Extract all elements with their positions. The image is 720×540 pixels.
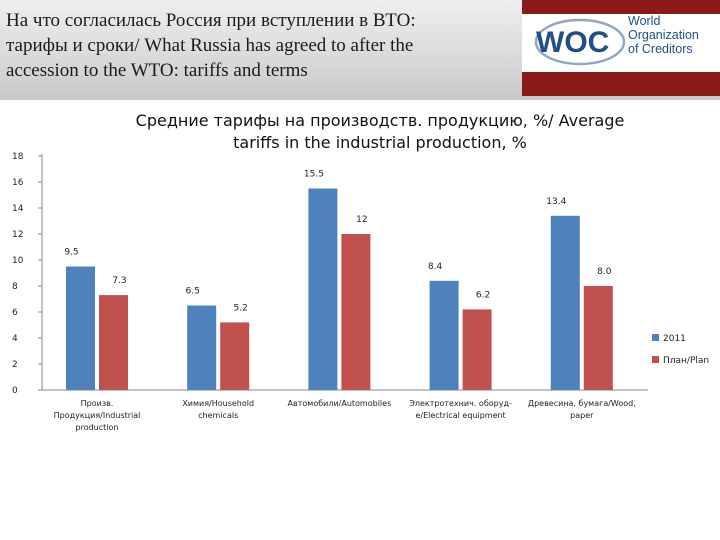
bar xyxy=(583,286,613,390)
bar xyxy=(220,322,250,390)
logo-wordmark-line: of Creditors xyxy=(628,42,693,56)
x-tick-label: Произв. xyxy=(81,399,114,408)
data-label: 15.5 xyxy=(304,170,324,180)
chart-title: Средние тарифы на производств. продукцию… xyxy=(60,110,700,154)
y-tick-label: 18 xyxy=(12,152,24,162)
y-tick-label: 12 xyxy=(12,230,23,240)
logo-mark-text: WOC xyxy=(536,26,609,59)
legend-swatch xyxy=(652,334,659,341)
y-tick-label: 2 xyxy=(12,360,18,370)
bar xyxy=(462,309,492,390)
x-tick-label: Древесина, бумага/Wood, xyxy=(528,399,636,408)
logo-wordmark-line: World xyxy=(628,14,661,28)
legend-label: 2011 xyxy=(663,334,686,344)
legend-label: План/Plan xyxy=(663,356,709,366)
x-tick-label: paper xyxy=(570,411,594,420)
data-label: 8.0 xyxy=(597,267,612,277)
bar xyxy=(429,280,459,390)
logo-wordmark: World Organization of Creditors xyxy=(628,14,720,56)
bar xyxy=(66,266,95,390)
data-label: 8.4 xyxy=(428,262,443,272)
bar xyxy=(341,234,371,390)
logo-bottom-bar xyxy=(522,72,720,96)
data-label: 9.5 xyxy=(64,248,78,258)
y-tick-label: 16 xyxy=(12,178,24,188)
bar xyxy=(550,215,580,390)
slide-title-line: тарифы и сроки/ What Russia has agreed t… xyxy=(6,35,414,56)
y-tick-label: 0 xyxy=(12,386,18,396)
x-tick-label: Электротехнич. оборуд- xyxy=(409,399,512,408)
logo-wordmark-line: Organization xyxy=(628,28,699,42)
slide-title: На что согласилась Россия при вступлении… xyxy=(6,8,516,83)
bar xyxy=(99,295,128,390)
bar xyxy=(187,305,217,390)
y-tick-label: 8 xyxy=(12,282,18,292)
x-tick-label: Химия/Household xyxy=(182,399,254,408)
y-tick-label: 10 xyxy=(12,256,24,266)
y-tick-label: 4 xyxy=(12,334,18,344)
x-tick-label: е/Electrical equipment xyxy=(415,411,505,420)
logo-top-bar xyxy=(522,0,720,14)
y-tick-label: 6 xyxy=(12,308,18,318)
woc-logo-mark: WOC xyxy=(534,18,626,66)
logo-ring xyxy=(534,18,626,66)
x-tick-label: chemicals xyxy=(198,411,238,420)
x-tick-label: production xyxy=(76,423,119,432)
slide-title-line: accession to the WTO: tariffs and terms xyxy=(6,60,308,81)
chart-title-line: tariffs in the industrial production, % xyxy=(233,133,527,152)
data-label: 5.2 xyxy=(234,303,248,313)
slide-title-line: На что согласилась Россия при вступлении… xyxy=(6,10,416,31)
data-label: 6.2 xyxy=(476,290,490,300)
chart-title-line: Средние тарифы на производств. продукцию… xyxy=(135,111,625,130)
data-label: 12 xyxy=(356,215,367,225)
x-tick-label: Автомобили/Automobiles xyxy=(288,399,392,408)
data-label: 6.5 xyxy=(186,287,200,297)
legend-swatch xyxy=(652,356,659,363)
y-tick-label: 14 xyxy=(12,204,24,214)
data-label: 13.4 xyxy=(546,197,566,207)
bar xyxy=(308,188,338,390)
data-label: 7.3 xyxy=(112,276,126,286)
x-tick-label: Продукция/Industrial xyxy=(54,411,141,420)
